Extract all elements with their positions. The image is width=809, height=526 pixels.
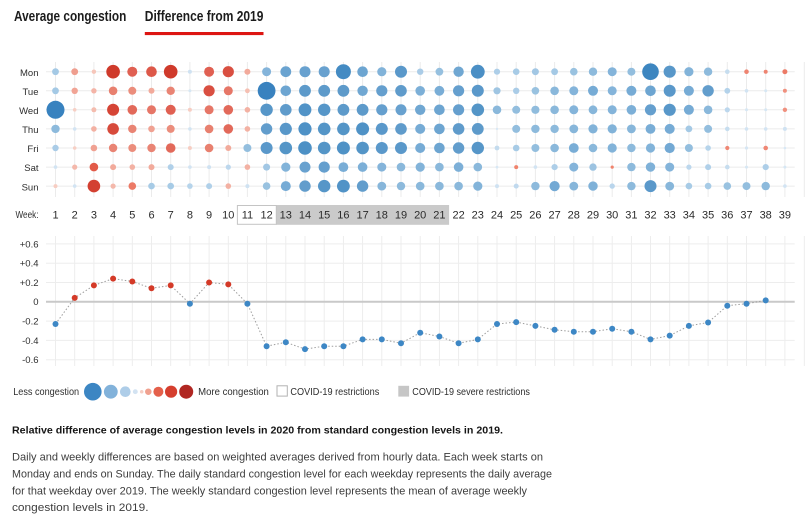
svg-text:29: 29 bbox=[587, 210, 599, 222]
svg-text:34: 34 bbox=[683, 210, 695, 222]
svg-text:14: 14 bbox=[299, 210, 311, 222]
svg-text:Thu: Thu bbox=[22, 125, 38, 136]
svg-text:+0.4: +0.4 bbox=[20, 259, 39, 270]
svg-text:1: 1 bbox=[52, 210, 58, 222]
svg-text:5: 5 bbox=[129, 210, 135, 222]
svg-text:21: 21 bbox=[433, 210, 445, 222]
svg-text:Tue: Tue bbox=[22, 87, 38, 98]
svg-text:3: 3 bbox=[91, 210, 97, 222]
svg-text:COVID-19 severe restrictions: COVID-19 severe restrictions bbox=[412, 387, 530, 398]
svg-text:36: 36 bbox=[721, 210, 733, 222]
svg-text:20: 20 bbox=[414, 210, 426, 222]
svg-text:2: 2 bbox=[72, 210, 78, 222]
svg-text:9: 9 bbox=[206, 210, 212, 222]
svg-text:38: 38 bbox=[760, 210, 772, 222]
svg-text:+0.2: +0.2 bbox=[20, 278, 39, 289]
svg-text:-0.2: -0.2 bbox=[22, 317, 38, 328]
svg-text:6: 6 bbox=[148, 210, 154, 222]
svg-text:16: 16 bbox=[337, 210, 349, 222]
svg-text:8: 8 bbox=[187, 210, 193, 222]
svg-text:Fri: Fri bbox=[27, 144, 38, 155]
svg-text:Daily and weekly differences a: Daily and weekly differences are based o… bbox=[12, 452, 543, 464]
svg-text:Sat: Sat bbox=[24, 163, 39, 174]
svg-text:0: 0 bbox=[33, 297, 38, 308]
svg-text:COVID-19 restrictions: COVID-19 restrictions bbox=[290, 387, 379, 398]
svg-text:Sun: Sun bbox=[22, 182, 39, 193]
svg-text:4: 4 bbox=[110, 210, 116, 222]
svg-text:23: 23 bbox=[472, 210, 484, 222]
svg-text:33: 33 bbox=[664, 210, 676, 222]
svg-text:congestion levels in 2019.: congestion levels in 2019. bbox=[12, 502, 149, 514]
svg-text:Week:: Week: bbox=[16, 210, 39, 221]
svg-text:-0.4: -0.4 bbox=[22, 336, 38, 347]
svg-text:37: 37 bbox=[740, 210, 752, 222]
svg-text:31: 31 bbox=[625, 210, 637, 222]
svg-text:12: 12 bbox=[260, 210, 272, 222]
svg-text:28: 28 bbox=[568, 210, 580, 222]
svg-text:30: 30 bbox=[606, 210, 618, 222]
svg-text:18: 18 bbox=[376, 210, 388, 222]
svg-text:19: 19 bbox=[395, 210, 407, 222]
svg-text:Mon: Mon bbox=[20, 68, 38, 79]
svg-text:Monday and ends on Sunday. The: Monday and ends on Sunday. The daily sta… bbox=[12, 469, 552, 481]
svg-text:35: 35 bbox=[702, 210, 714, 222]
svg-text:32: 32 bbox=[644, 210, 656, 222]
svg-text:17: 17 bbox=[356, 210, 368, 222]
svg-text:Relative difference of average: Relative difference of average congestio… bbox=[12, 425, 503, 437]
svg-text:15: 15 bbox=[318, 210, 330, 222]
svg-text:11: 11 bbox=[242, 210, 253, 222]
svg-text:13: 13 bbox=[280, 210, 292, 222]
svg-text:10: 10 bbox=[222, 210, 234, 222]
svg-text:22: 22 bbox=[452, 210, 464, 222]
svg-text:Less congestion: Less congestion bbox=[13, 387, 79, 398]
svg-text:+0.6: +0.6 bbox=[20, 239, 39, 250]
svg-text:More congestion: More congestion bbox=[198, 387, 269, 398]
svg-text:27: 27 bbox=[548, 210, 560, 222]
svg-text:25: 25 bbox=[510, 210, 522, 222]
svg-text:-0.6: -0.6 bbox=[22, 355, 38, 366]
svg-text:Wed: Wed bbox=[19, 106, 38, 117]
svg-text:39: 39 bbox=[779, 210, 791, 222]
svg-text:24: 24 bbox=[491, 210, 503, 222]
svg-text:for that weekday over 2019. Th: for that weekday over 2019. The weekly s… bbox=[12, 485, 527, 497]
svg-text:7: 7 bbox=[168, 210, 174, 222]
svg-text:26: 26 bbox=[529, 210, 541, 222]
svg-text:Difference from 2019: Difference from 2019 bbox=[145, 8, 264, 25]
svg-text:Average congestion: Average congestion bbox=[14, 8, 126, 25]
